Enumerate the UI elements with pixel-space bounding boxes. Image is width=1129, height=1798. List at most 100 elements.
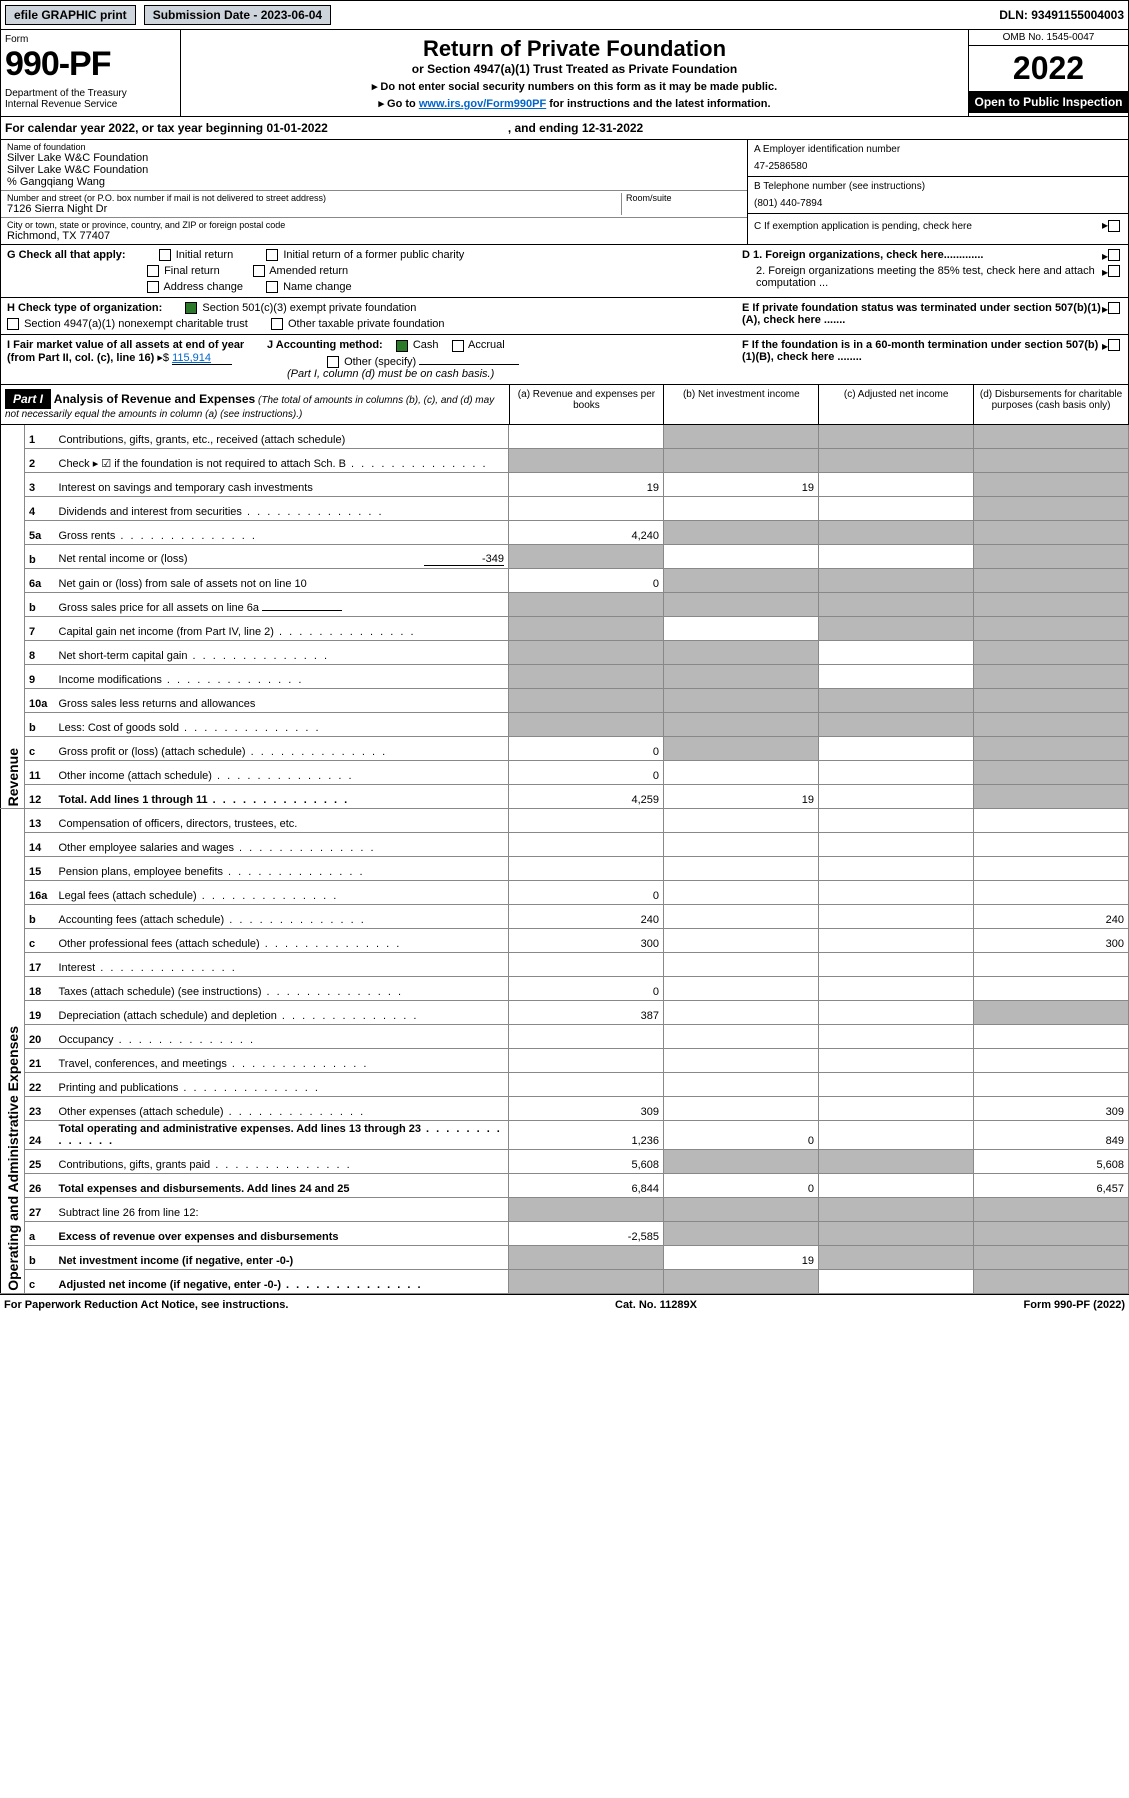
cb-address-change[interactable] bbox=[147, 281, 159, 293]
cell-value bbox=[509, 641, 664, 665]
instr-1: ▸ Do not enter social security numbers o… bbox=[187, 80, 962, 93]
cell-value bbox=[819, 497, 974, 521]
cb-4947[interactable] bbox=[7, 318, 19, 330]
table-row: 3Interest on savings and temporary cash … bbox=[1, 473, 1129, 497]
cell-value bbox=[819, 593, 974, 617]
cell-value bbox=[974, 1073, 1129, 1097]
cell-value bbox=[974, 569, 1129, 593]
cell-value bbox=[664, 713, 819, 737]
row-description: Depreciation (attach schedule) and deple… bbox=[55, 1001, 509, 1025]
cell-value bbox=[664, 1270, 819, 1294]
d1-checkbox[interactable] bbox=[1108, 249, 1120, 261]
table-row: 10aGross sales less returns and allowanc… bbox=[1, 689, 1129, 713]
table-row: 14Other employee salaries and wages bbox=[1, 833, 1129, 857]
table-row: 9Income modifications bbox=[1, 665, 1129, 689]
row-description: Gross sales price for all assets on line… bbox=[55, 593, 509, 617]
cb-other-taxable[interactable] bbox=[271, 318, 283, 330]
cell-value bbox=[819, 425, 974, 449]
foundation-name-2: Silver Lake W&C Foundation bbox=[7, 164, 741, 176]
cell-value bbox=[974, 881, 1129, 905]
cell-value bbox=[974, 1049, 1129, 1073]
cell-value bbox=[974, 1270, 1129, 1294]
cell-value: 5,608 bbox=[974, 1150, 1129, 1174]
lbl-cash: Cash bbox=[413, 339, 439, 351]
part1-header-row: Part I Analysis of Revenue and Expenses … bbox=[0, 385, 1129, 425]
instr2-pre: ▸ Go to bbox=[378, 98, 418, 110]
irs-link[interactable]: www.irs.gov/Form990PF bbox=[419, 98, 546, 110]
cb-amended-return[interactable] bbox=[253, 265, 265, 277]
row-number: 19 bbox=[25, 1001, 55, 1025]
cell-value bbox=[509, 953, 664, 977]
table-row: bLess: Cost of goods sold bbox=[1, 713, 1129, 737]
cell-value bbox=[509, 689, 664, 713]
col-a-head: (a) Revenue and expenses per books bbox=[509, 385, 664, 424]
care-of: % Gangqiang Wang bbox=[7, 176, 741, 188]
cell-value bbox=[819, 1121, 974, 1150]
row-number: 17 bbox=[25, 953, 55, 977]
cb-initial-former[interactable] bbox=[266, 249, 278, 261]
cell-value: 0 bbox=[509, 737, 664, 761]
cell-value bbox=[974, 665, 1129, 689]
row-description: Excess of revenue over expenses and disb… bbox=[55, 1222, 509, 1246]
table-row: 12Total. Add lines 1 through 114,25919 bbox=[1, 785, 1129, 809]
dept: Department of the Treasury Internal Reve… bbox=[5, 88, 176, 110]
row-description: Income modifications bbox=[55, 665, 509, 689]
lbl-accrual: Accrual bbox=[468, 339, 505, 351]
city-label: City or town, state or province, country… bbox=[7, 220, 741, 230]
cell-value: 4,259 bbox=[509, 785, 664, 809]
cell-value bbox=[974, 1246, 1129, 1270]
cb-other-method[interactable] bbox=[327, 356, 339, 368]
cell-value: 6,457 bbox=[974, 1174, 1129, 1198]
row-number: 6a bbox=[25, 569, 55, 593]
row-number: 4 bbox=[25, 497, 55, 521]
dln: DLN: 93491155004003 bbox=[999, 8, 1124, 22]
cb-final-return[interactable] bbox=[147, 265, 159, 277]
cell-value bbox=[664, 641, 819, 665]
cell-value: 5,608 bbox=[509, 1150, 664, 1174]
row-description: Gross rents bbox=[55, 521, 509, 545]
row-number: 2 bbox=[25, 449, 55, 473]
cell-value bbox=[819, 473, 974, 497]
cell-value bbox=[664, 1001, 819, 1025]
form-title: Return of Private Foundation bbox=[187, 36, 962, 62]
table-row: 26Total expenses and disbursements. Add … bbox=[1, 1174, 1129, 1198]
f-checkbox[interactable] bbox=[1108, 339, 1120, 351]
table-row: 16aLegal fees (attach schedule)0 bbox=[1, 881, 1129, 905]
top-bar: efile GRAPHIC print Submission Date - 20… bbox=[0, 0, 1129, 30]
open-public: Open to Public Inspection bbox=[969, 91, 1128, 113]
cb-accrual[interactable] bbox=[452, 340, 464, 352]
cb-cash[interactable] bbox=[396, 340, 408, 352]
cell-value bbox=[819, 1270, 974, 1294]
row-description: Occupancy bbox=[55, 1025, 509, 1049]
cb-name-change[interactable] bbox=[266, 281, 278, 293]
row-description: Printing and publications bbox=[55, 1073, 509, 1097]
row-number: c bbox=[25, 1270, 55, 1294]
cb-501c3[interactable] bbox=[185, 302, 197, 314]
part1-title: Analysis of Revenue and Expenses bbox=[54, 392, 255, 406]
submission-date-button[interactable]: Submission Date - 2023-06-04 bbox=[144, 5, 331, 25]
cell-value: 300 bbox=[509, 929, 664, 953]
addr-label: Number and street (or P.O. box number if… bbox=[7, 193, 621, 203]
cell-value bbox=[509, 857, 664, 881]
e-checkbox[interactable] bbox=[1108, 302, 1120, 314]
efile-button[interactable]: efile GRAPHIC print bbox=[5, 5, 136, 25]
row-description: Interest bbox=[55, 953, 509, 977]
cell-value bbox=[819, 1025, 974, 1049]
cell-value bbox=[819, 1150, 974, 1174]
cell-value bbox=[509, 449, 664, 473]
cell-value bbox=[974, 785, 1129, 809]
cell-value: 309 bbox=[509, 1097, 664, 1121]
i-value[interactable]: 115,914 bbox=[172, 352, 232, 365]
row-description: Net gain or (loss) from sale of assets n… bbox=[55, 569, 509, 593]
section-i-j: I Fair market value of all assets at end… bbox=[0, 335, 1129, 384]
table-row: aExcess of revenue over expenses and dis… bbox=[1, 1222, 1129, 1246]
cell-value bbox=[664, 1097, 819, 1121]
cb-initial-return[interactable] bbox=[159, 249, 171, 261]
d2-checkbox[interactable] bbox=[1108, 265, 1120, 277]
lbl-name-change: Name change bbox=[283, 281, 352, 293]
cell-value bbox=[819, 833, 974, 857]
cell-value bbox=[664, 809, 819, 833]
cell-value: 19 bbox=[664, 785, 819, 809]
period-begin: For calendar year 2022, or tax year begi… bbox=[5, 121, 328, 135]
c-checkbox[interactable] bbox=[1108, 220, 1120, 232]
